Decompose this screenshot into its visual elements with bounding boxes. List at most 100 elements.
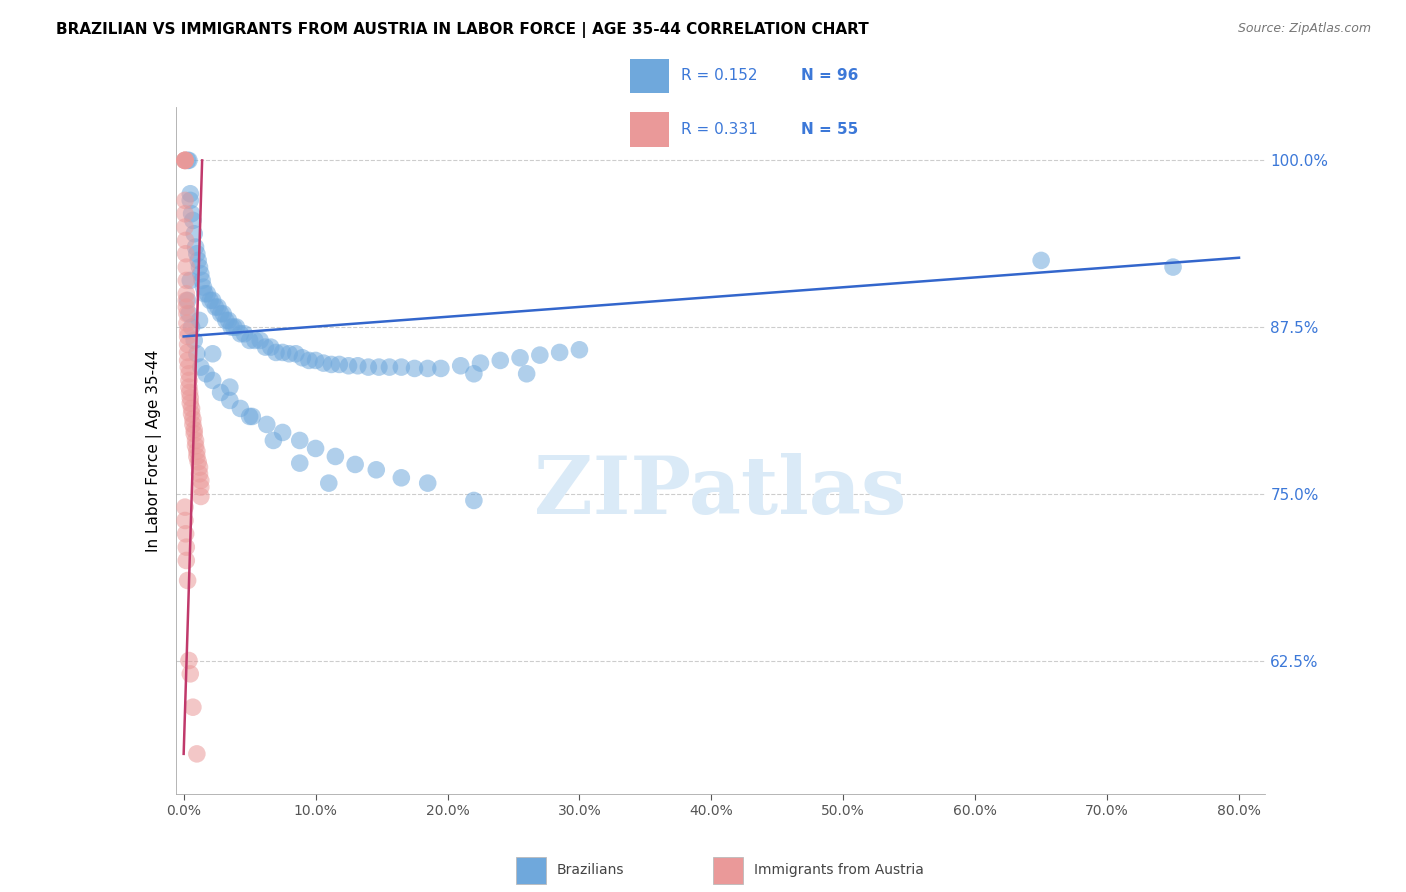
Point bbox=[180, 320, 202, 334]
Point bbox=[176, 293, 198, 308]
Point bbox=[529, 348, 551, 362]
Point bbox=[344, 458, 367, 472]
Point bbox=[190, 490, 212, 504]
Point bbox=[190, 360, 212, 375]
Point bbox=[180, 207, 202, 221]
Point bbox=[174, 153, 197, 168]
Point bbox=[186, 747, 208, 761]
Point bbox=[288, 434, 311, 448]
Point bbox=[321, 358, 343, 372]
Point bbox=[180, 401, 202, 416]
Text: R = 0.331: R = 0.331 bbox=[681, 121, 758, 136]
Point bbox=[183, 227, 205, 241]
Point bbox=[470, 356, 492, 370]
Point bbox=[174, 220, 197, 235]
Point bbox=[249, 334, 271, 348]
Point bbox=[489, 353, 512, 368]
Point bbox=[256, 417, 278, 432]
Point bbox=[450, 359, 472, 373]
Point bbox=[1029, 253, 1052, 268]
Point bbox=[190, 474, 212, 488]
Point bbox=[176, 293, 198, 308]
Point bbox=[176, 337, 198, 351]
Point bbox=[186, 347, 208, 361]
Text: Immigrants from Austria: Immigrants from Austria bbox=[754, 863, 924, 877]
Point bbox=[298, 353, 321, 368]
Point bbox=[179, 391, 201, 405]
Point bbox=[177, 367, 200, 381]
Point bbox=[191, 273, 214, 287]
Point bbox=[186, 246, 208, 260]
Point bbox=[337, 359, 360, 373]
Point bbox=[186, 444, 208, 458]
Y-axis label: In Labor Force | Age 35-44: In Labor Force | Age 35-44 bbox=[146, 350, 162, 551]
Point bbox=[183, 423, 205, 437]
Point bbox=[209, 307, 232, 321]
Point bbox=[239, 409, 262, 424]
Point bbox=[176, 260, 198, 274]
Point bbox=[304, 442, 326, 456]
Point bbox=[177, 374, 200, 388]
Point bbox=[176, 353, 198, 368]
Point bbox=[201, 293, 224, 308]
Point bbox=[181, 412, 204, 426]
Point bbox=[264, 345, 287, 359]
Point bbox=[174, 500, 197, 515]
Text: Source: ZipAtlas.com: Source: ZipAtlas.com bbox=[1237, 22, 1371, 36]
Point bbox=[240, 409, 263, 424]
Point bbox=[198, 293, 221, 308]
Point bbox=[463, 367, 485, 381]
Point bbox=[188, 313, 211, 327]
Point bbox=[174, 153, 197, 168]
Point bbox=[218, 393, 240, 408]
Point bbox=[416, 361, 439, 376]
Point bbox=[291, 351, 314, 365]
Point bbox=[188, 460, 211, 475]
Point bbox=[176, 300, 198, 314]
Point bbox=[177, 653, 200, 667]
Point bbox=[177, 307, 200, 321]
Point bbox=[190, 267, 212, 281]
Text: Brazilians: Brazilians bbox=[557, 863, 624, 877]
Point bbox=[229, 326, 252, 341]
Point bbox=[357, 360, 380, 375]
Point bbox=[181, 417, 204, 432]
Point bbox=[174, 513, 197, 527]
Point bbox=[201, 374, 224, 388]
Point bbox=[218, 380, 240, 394]
Point bbox=[278, 347, 301, 361]
Point bbox=[318, 476, 340, 491]
Point bbox=[174, 207, 197, 221]
Point bbox=[197, 286, 219, 301]
Point bbox=[288, 456, 311, 470]
FancyBboxPatch shape bbox=[630, 112, 669, 146]
Point bbox=[233, 326, 256, 341]
Point bbox=[176, 286, 198, 301]
Point bbox=[404, 361, 426, 376]
Point bbox=[312, 356, 335, 370]
Point bbox=[176, 324, 198, 338]
Point bbox=[176, 153, 198, 168]
Point bbox=[174, 153, 197, 168]
Point bbox=[222, 320, 245, 334]
Point bbox=[174, 246, 197, 260]
Point bbox=[367, 360, 389, 375]
Point bbox=[188, 467, 211, 481]
Point bbox=[568, 343, 591, 357]
Point bbox=[229, 401, 252, 416]
Point bbox=[328, 358, 350, 372]
Point bbox=[239, 334, 262, 348]
Point bbox=[212, 307, 235, 321]
Point bbox=[195, 367, 218, 381]
Point bbox=[193, 280, 215, 294]
Point bbox=[225, 320, 247, 334]
Point bbox=[254, 340, 277, 354]
Point bbox=[509, 351, 531, 365]
Point bbox=[187, 253, 209, 268]
Text: ZIPatlas: ZIPatlas bbox=[534, 452, 907, 531]
Point bbox=[209, 385, 232, 400]
Point bbox=[190, 480, 212, 494]
Point bbox=[463, 493, 485, 508]
Point bbox=[184, 439, 207, 453]
Point bbox=[180, 407, 202, 421]
